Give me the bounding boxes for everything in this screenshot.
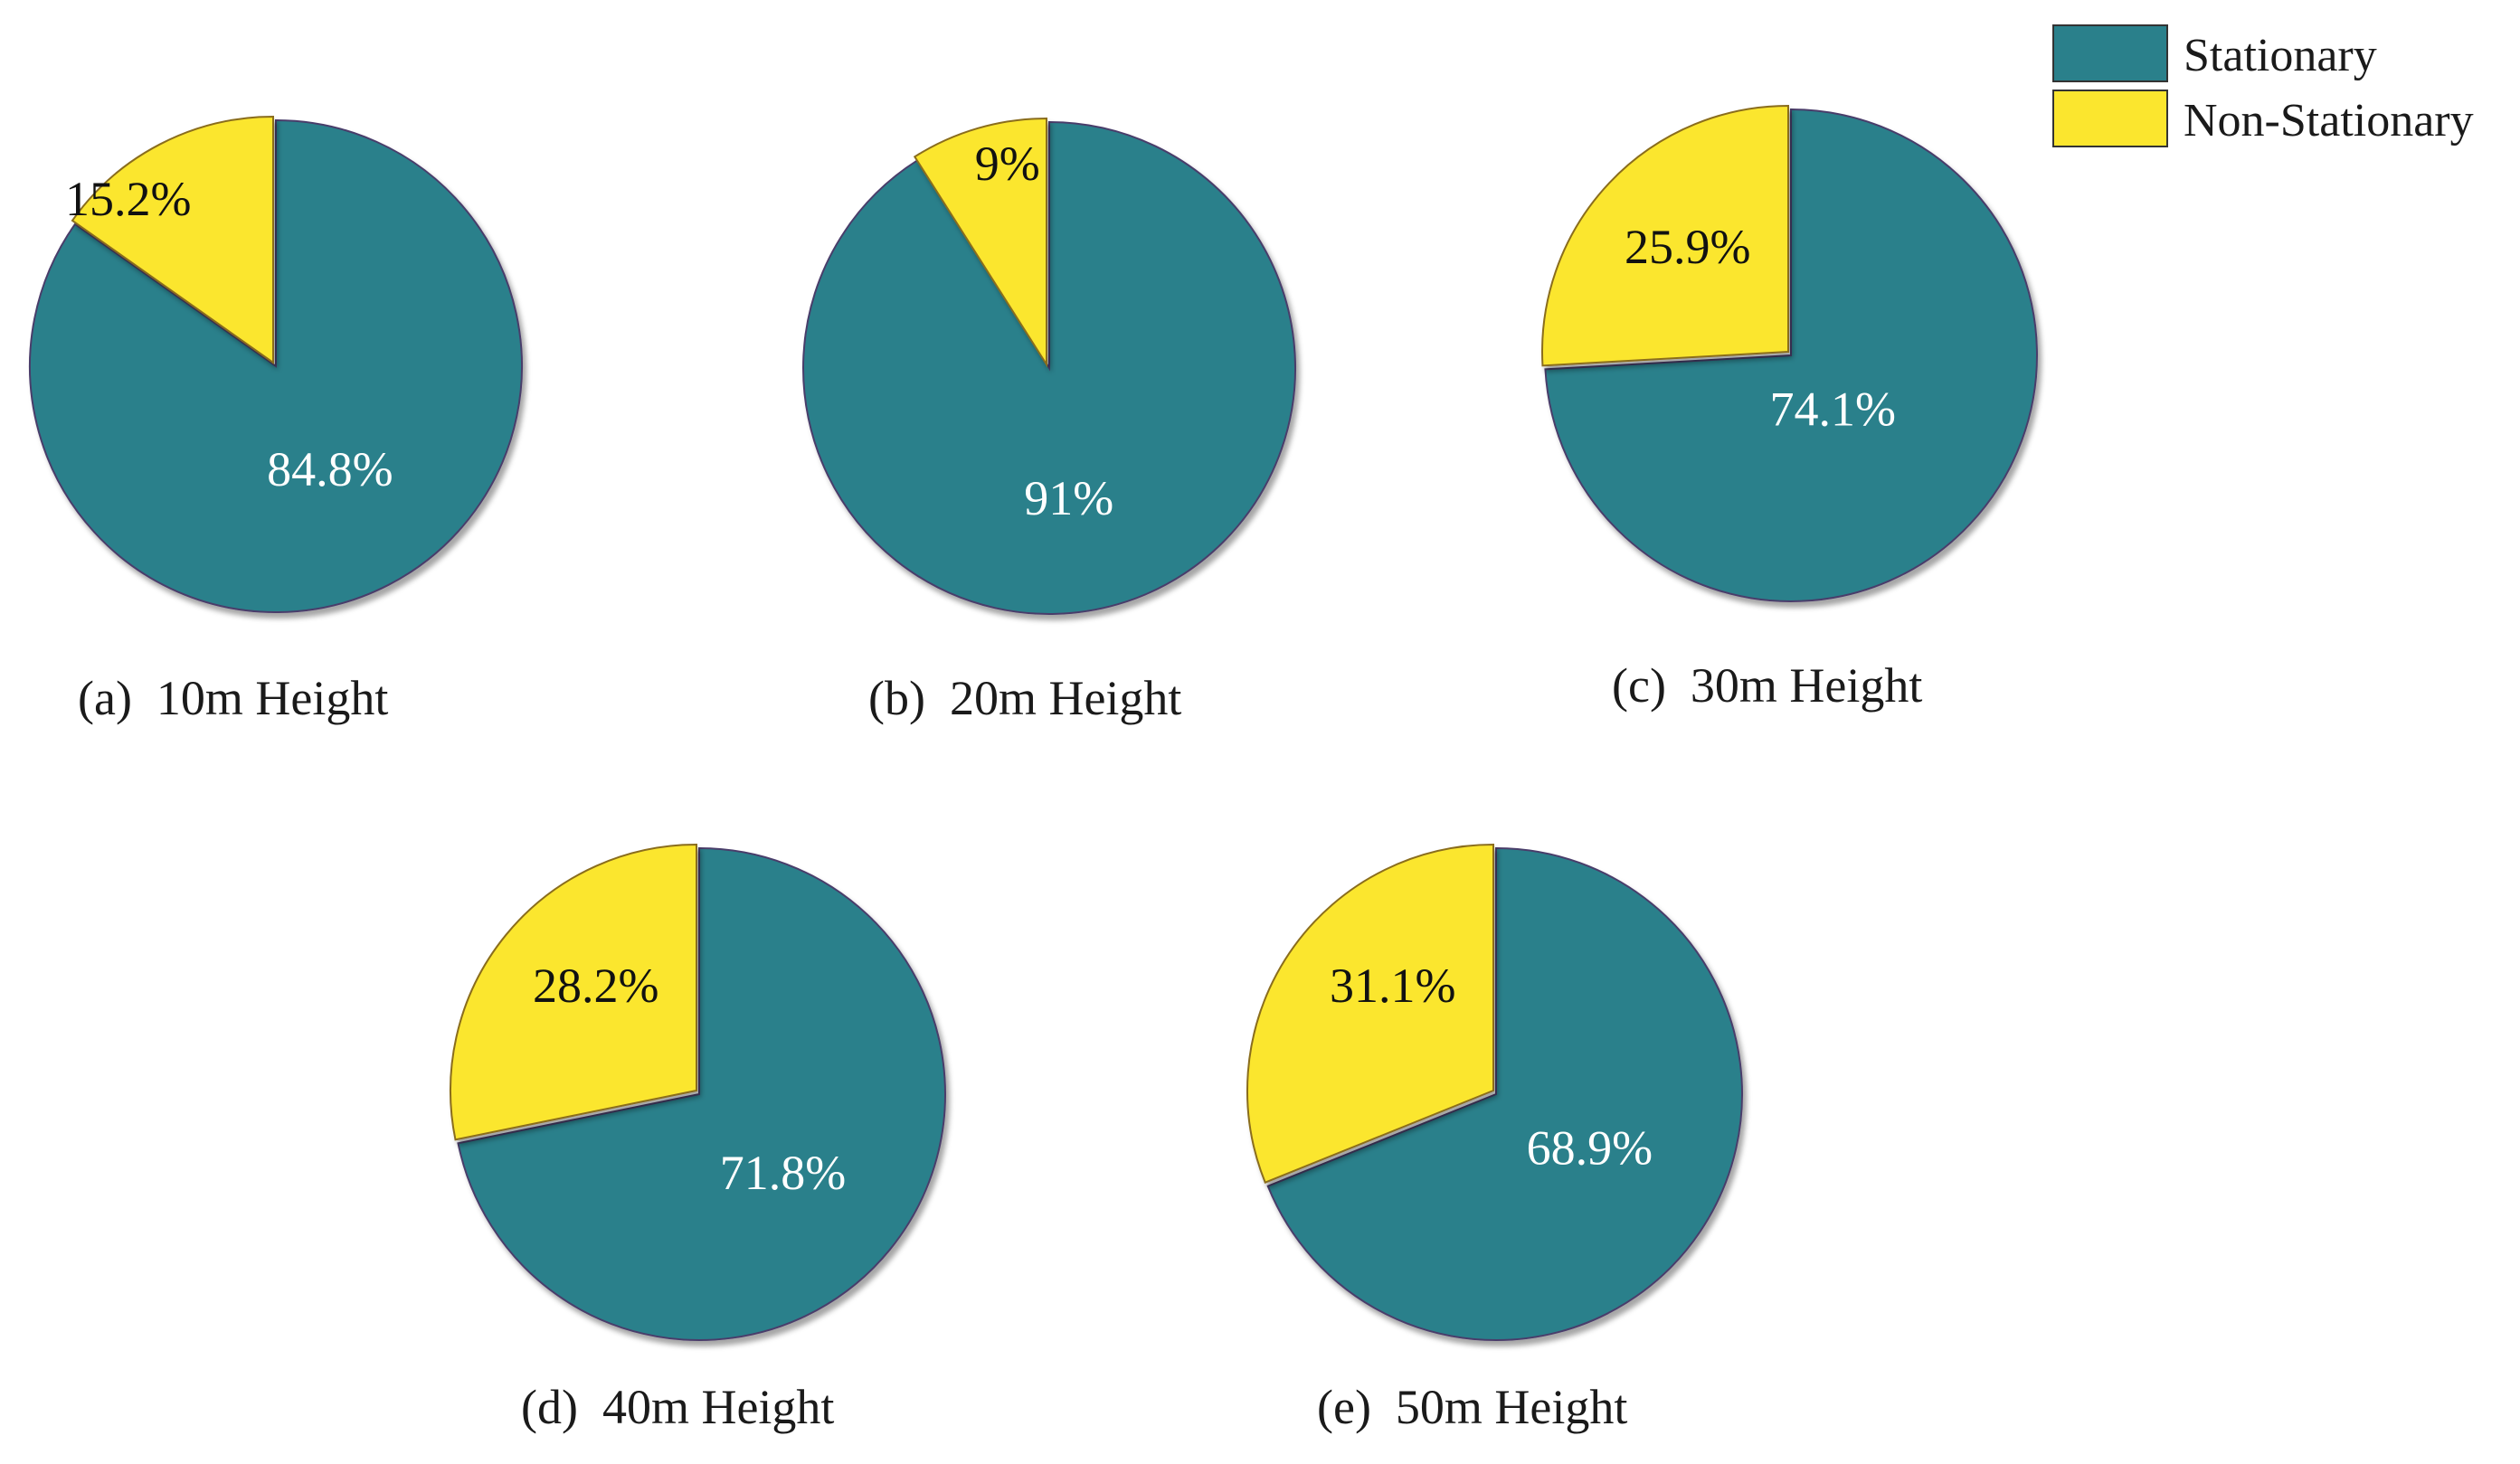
pie-caption: (e) 50m Height xyxy=(1317,1380,1627,1434)
legend-label-non-stationary: Non-Stationary xyxy=(2184,95,2474,146)
legend-swatch-non-stationary xyxy=(2052,90,2168,147)
pie-caption: (c) 30m Height xyxy=(1612,658,1922,713)
pie-slice-stationary xyxy=(1266,846,1743,1341)
pie-chart-c: 74.1% 25.9% (c) 30m Height xyxy=(1541,104,2038,713)
legend-swatch-stationary xyxy=(2052,24,2168,82)
pie-chart-e: 68.9% 31.1% (e) 50m Height xyxy=(1246,843,1743,1434)
pie-chart-a: 84.8% 15.2% (a) 10m Height xyxy=(29,115,523,725)
pie-slice-non-stationary xyxy=(450,843,697,1141)
pie-caption: (b) 20m Height xyxy=(868,671,1181,725)
pie-caption: (a) 10m Height xyxy=(78,671,388,725)
legend-item-non-stationary: Non-Stationary xyxy=(2052,90,2474,147)
pie-slice-stationary xyxy=(457,846,946,1341)
pie-label-stationary: 84.8% xyxy=(267,442,393,496)
pie-slice-stationary xyxy=(802,120,1296,615)
pie-slice-stationary xyxy=(29,118,523,613)
pie-slice-stationary xyxy=(1544,108,2038,602)
pie-label-non-stationary: 15.2% xyxy=(65,172,191,226)
pie-label-non-stationary: 28.2% xyxy=(533,959,658,1013)
pie-slice-non-stationary xyxy=(913,117,1047,368)
pie-label-stationary: 68.9% xyxy=(1527,1121,1653,1176)
legend-item-stationary: Stationary xyxy=(2052,24,2377,82)
pie-slice-non-stationary xyxy=(1246,843,1494,1185)
pie-slice-non-stationary xyxy=(1541,104,1789,367)
pie-chart-b: 91% 9% (b) 20m Height xyxy=(802,117,1296,725)
pie-label-stationary: 91% xyxy=(1024,471,1113,525)
pie-label-stationary: 71.8% xyxy=(720,1146,846,1200)
pie-label-non-stationary: 9% xyxy=(975,137,1040,191)
pie-caption: (d) 40m Height xyxy=(521,1380,834,1434)
pie-chart-d: 71.8% 28.2% (d) 40m Height xyxy=(450,843,946,1434)
legend-label-stationary: Stationary xyxy=(2184,30,2377,81)
pie-label-stationary: 74.1% xyxy=(1769,383,1895,437)
pie-label-non-stationary: 31.1% xyxy=(1330,959,1455,1013)
pie-slice-non-stationary xyxy=(71,115,274,364)
pie-label-non-stationary: 25.9% xyxy=(1625,220,1750,274)
legend: Stationary Non-Stationary xyxy=(2052,24,2474,147)
